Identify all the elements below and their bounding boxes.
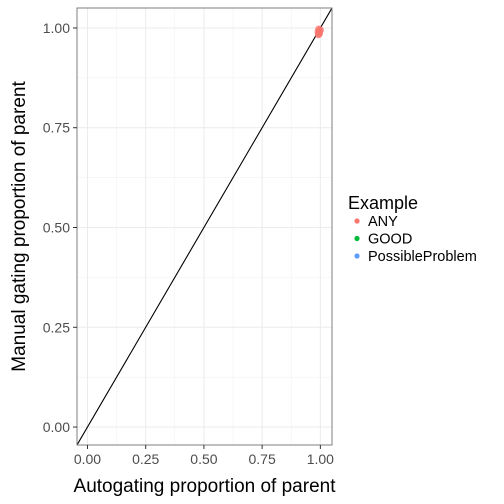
plot-panel xyxy=(76,7,333,446)
legend-key-any xyxy=(354,218,360,224)
x-tick-label: 0.75 xyxy=(249,451,276,467)
x-tick-label: 0.50 xyxy=(190,451,217,467)
identity-reference-line xyxy=(77,8,332,445)
y-tick-label: 1.00 xyxy=(43,20,70,36)
x-tick-label: 0.00 xyxy=(74,451,101,467)
data-point-any xyxy=(314,31,323,39)
panel-border xyxy=(76,7,333,446)
panel-content xyxy=(77,8,332,445)
legend-key-good xyxy=(354,235,360,242)
legend-label-possibleproblem: PossibleProblem xyxy=(368,249,477,265)
legend-label-any: ANY xyxy=(368,214,398,230)
y-tick-label: 0.50 xyxy=(43,219,70,235)
y-tick-label: 0.75 xyxy=(43,120,70,136)
x-tick-label: 0.25 xyxy=(132,451,159,467)
x-axis-title: Autogating proportion of parent xyxy=(74,476,337,497)
legend-title: Example xyxy=(348,193,418,213)
legend-key-possibleproblem xyxy=(354,253,360,259)
axes: 0.00 0.25 0.50 0.75 1.00 0.00 0.25 0.50 0.75 1.00… xyxy=(9,20,336,497)
y-tick-label: 0.00 xyxy=(43,419,70,435)
y-tick-label: 0.25 xyxy=(43,319,70,335)
x-tick-label: 1.00 xyxy=(307,451,334,467)
legend-label-good: GOOD xyxy=(368,232,412,248)
y-axis-title: Manual gating proportion of parent xyxy=(9,81,30,372)
